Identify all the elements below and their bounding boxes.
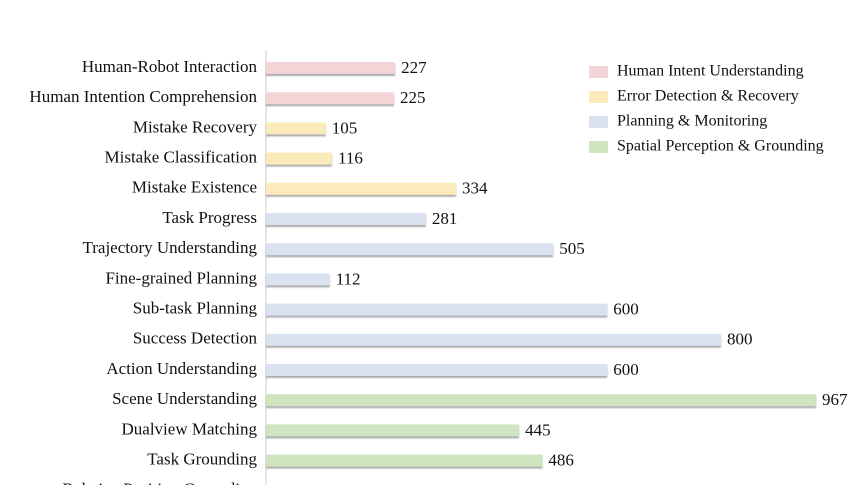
- y-tick-label: Mistake Recovery: [133, 117, 258, 136]
- bar: [266, 454, 543, 467]
- bar: [266, 182, 456, 195]
- y-tick-label: Success Detection: [133, 329, 258, 348]
- y-tick-label: Relative Position Grounding: [62, 480, 257, 485]
- bar: [266, 152, 332, 165]
- y-tick-label: Trajectory Understanding: [82, 238, 257, 257]
- legend-swatch: [589, 116, 608, 128]
- y-tick-label: Human-Robot Interaction: [82, 57, 258, 76]
- y-tick-label: Action Understanding: [106, 359, 257, 378]
- legend-text: Planning & Monitoring: [617, 113, 767, 130]
- bar: [266, 333, 722, 346]
- y-tick-label: Task Progress: [162, 208, 257, 227]
- bar: [266, 122, 326, 135]
- y-tick-label: Sub-task Planning: [133, 299, 258, 318]
- value-label: 225: [400, 88, 426, 107]
- value-label: 116: [338, 149, 363, 168]
- value-label: 227: [401, 58, 427, 77]
- bar: [266, 364, 608, 376]
- legend-text: Spatial Perception & Grounding: [617, 138, 824, 155]
- value-label: 105: [332, 118, 358, 137]
- y-tick-label: Human Intention Comprehension: [29, 87, 257, 106]
- bar: [266, 92, 394, 105]
- bar: [266, 273, 330, 286]
- bar: [266, 424, 520, 437]
- y-tick-label: Dualview Matching: [122, 419, 258, 438]
- legend-text: Human Intent Understanding: [617, 63, 804, 80]
- value-label: 445: [525, 420, 551, 439]
- value-label: 600: [613, 300, 639, 319]
- bar: [266, 213, 426, 225]
- value-label: 800: [727, 330, 753, 349]
- legend-swatch: [589, 66, 608, 78]
- value-label: 600: [613, 360, 639, 379]
- bar: [266, 394, 816, 407]
- y-tick-label: Fine-grained Planning: [105, 268, 257, 287]
- bar: [266, 243, 554, 256]
- value-label: 967: [822, 390, 848, 409]
- bar: [266, 303, 608, 316]
- y-tick-label: Mistake Existence: [132, 178, 257, 197]
- value-label: 505: [559, 239, 585, 258]
- bar: [266, 62, 396, 74]
- legend-swatch: [589, 91, 608, 103]
- value-label: 281: [432, 209, 458, 228]
- value-label: 486: [548, 451, 574, 470]
- y-tick-label: Scene Understanding: [112, 389, 257, 408]
- y-tick-label: Mistake Classification: [104, 148, 257, 167]
- y-tick-label: Task Grounding: [147, 450, 257, 469]
- value-label: 112: [336, 269, 361, 288]
- legend-swatch: [589, 141, 608, 153]
- value-label: 334: [462, 179, 488, 198]
- legend-text: Error Detection & Recovery: [617, 88, 799, 105]
